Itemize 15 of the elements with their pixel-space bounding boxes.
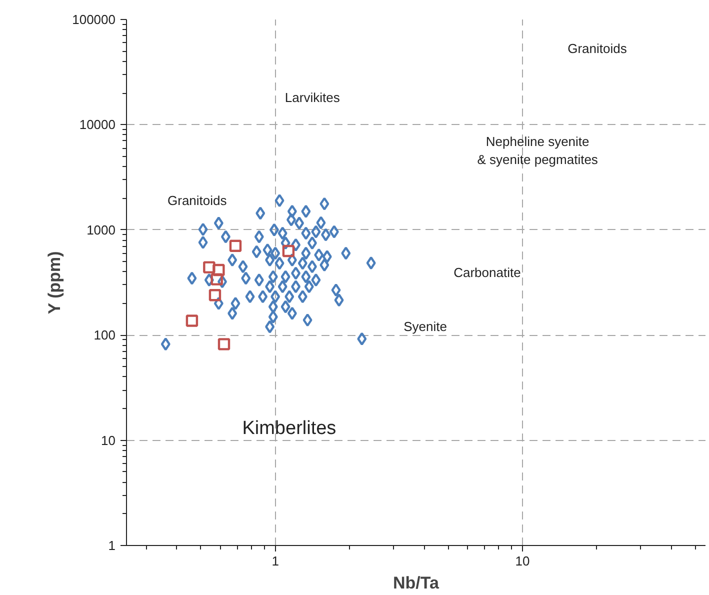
annotation: Kimberlites	[242, 418, 336, 440]
y-tick-label: 100	[94, 328, 116, 343]
annotation: Syenite	[404, 319, 447, 334]
y-tick-label: 1	[108, 538, 116, 553]
annotation: Granitoids	[568, 40, 628, 56]
annotation: Larvikites	[284, 90, 340, 105]
annotation: Granitoids	[168, 192, 228, 208]
annotation: Nepheline syenite & syenite pegmatites	[477, 134, 598, 167]
y-axis-title: Y (ppm)	[45, 251, 64, 314]
y-tick-label: 10	[101, 432, 116, 448]
x-axis-title: Nb/Ta	[393, 574, 440, 592]
y-tick-label: 1000	[86, 222, 116, 238]
y-tick-label: 100000	[72, 12, 116, 27]
y-tick-label: 10000	[79, 117, 116, 132]
annotation: Carbonatite	[454, 265, 521, 280]
